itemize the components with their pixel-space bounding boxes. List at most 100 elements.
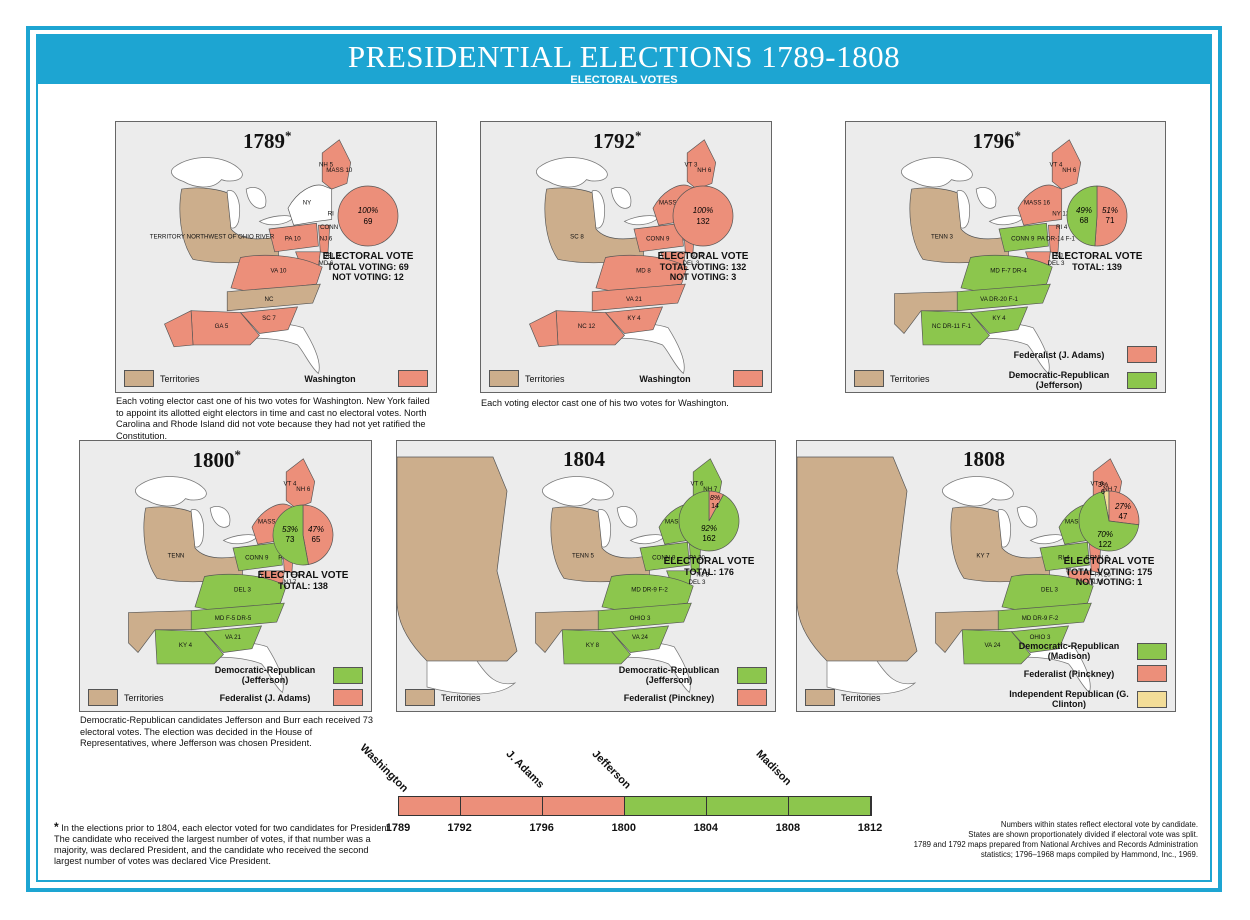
legend-row: Democratic-Republican (Jefferson)	[999, 370, 1157, 390]
footnote-right: Numbers within states reflect electoral …	[858, 820, 1198, 860]
legend-swatch	[398, 370, 428, 387]
lake-erie	[222, 534, 259, 545]
timeline-segment	[460, 797, 543, 815]
lake-huron	[209, 506, 231, 528]
pie-slice-federalist	[1094, 185, 1128, 247]
state-south-carolina	[239, 306, 299, 334]
title-banner: PRESIDENTIAL ELECTIONS 1789-1808 ELECTOR…	[36, 34, 1212, 86]
territory-south	[894, 291, 958, 335]
lake-superior	[942, 476, 1014, 507]
legend-territories: Territories	[88, 689, 164, 706]
legend-swatch-territories	[88, 689, 118, 706]
state-label: PA 10	[285, 235, 302, 242]
legend-label-territories: Territories	[525, 373, 565, 384]
state-new-england	[1051, 139, 1082, 190]
legend-label: Democratic-Republican (Jefferson)	[214, 665, 316, 685]
state-label: DEL 3	[683, 260, 700, 267]
pie-slice-jefferson	[678, 490, 740, 552]
state-label: VT 4	[1050, 161, 1063, 168]
electoral-vote-heading: ELECTORAL VOTE	[1051, 251, 1143, 262]
electoral-vote-line: NOT VOTING: 1	[1075, 577, 1143, 587]
legend-territories: Territories	[405, 689, 481, 706]
state-label: NJ 7	[284, 579, 297, 586]
lake-huron	[610, 187, 632, 209]
territory-south	[128, 610, 192, 654]
state-label: PA 20	[689, 554, 706, 561]
legend-row: Federalist (Pinckney)	[1009, 665, 1167, 682]
state-label: MD F-5 DR-5	[215, 615, 252, 622]
pie-value-jefferson: 162	[702, 534, 716, 543]
state-label: NH 5	[319, 161, 334, 168]
pie-value-left: 73	[286, 535, 295, 544]
pie-percent: 100%	[693, 206, 713, 215]
year-value: 1789	[243, 129, 285, 153]
state-label: DEL 3	[1048, 260, 1065, 267]
state-label: KY 4	[627, 315, 641, 322]
pie-value: 69	[364, 217, 373, 226]
louisiana-territory	[397, 456, 518, 662]
lake-superior	[542, 476, 614, 507]
lake-erie	[988, 215, 1025, 226]
state-pennsylvania	[268, 222, 319, 253]
pie-percent-right: 47%	[308, 525, 324, 534]
state-label: MASS 16	[659, 199, 686, 206]
state-label: OHIO 3	[1030, 634, 1051, 641]
pie-value-pinckney: 47	[1119, 512, 1128, 521]
state-label: MASS 19	[1065, 518, 1092, 525]
electoral-vote-line: TOTAL VOTING: 175	[1065, 567, 1153, 577]
legend-label-territories: Territories	[890, 373, 930, 384]
outer-frame	[26, 26, 1222, 892]
year-value: 1808	[963, 447, 1005, 471]
state-label: NH 7	[703, 486, 718, 493]
legend-row: Democratic-Republican (Jefferson)	[205, 665, 363, 685]
footnote-right-line: 1789 and 1792 maps prepared from Nationa…	[913, 840, 1198, 849]
state-new-jersey	[1048, 224, 1061, 255]
state-label: TERRITORY NORTHWEST OF OHIO RIVER	[150, 234, 275, 241]
lake-erie	[1029, 534, 1066, 545]
pie-slice-pinckney	[1108, 490, 1140, 526]
pie-percent-left: 49%	[1076, 206, 1092, 215]
pie-value-clinton: 6	[1101, 489, 1105, 496]
year-value: 1804	[563, 447, 605, 471]
timeline-year: 1808	[775, 822, 801, 834]
year-asterisk: *	[1014, 128, 1022, 143]
legend-swatch	[1137, 642, 1167, 660]
lake-huron	[245, 187, 267, 209]
pie-slice-democratic-republican	[1066, 185, 1098, 247]
state-label: TENN 5	[572, 553, 594, 560]
state-south-carolina	[203, 625, 263, 653]
page-subtitle: ELECTORAL VOTES	[570, 74, 678, 86]
legend-label: Federalist (Pinckney)	[623, 692, 715, 703]
pie-percent-madison: 70%	[1097, 530, 1113, 539]
state-label: NY	[303, 199, 312, 206]
year-value: 1792	[593, 129, 635, 153]
note-1800: Democratic-Republican candidates Jeffers…	[80, 715, 373, 748]
lake-superior	[135, 476, 207, 507]
state-new-england	[321, 139, 352, 190]
electoral-pie: 8%14 92%162	[678, 490, 740, 552]
legend-swatch	[737, 666, 767, 684]
state-south-carolina	[969, 306, 1029, 334]
legend-territories: Territories	[854, 370, 930, 387]
legend-swatch-territories	[805, 689, 835, 706]
panel-year: 1796*	[973, 128, 1022, 154]
footnote-left: * In the elections prior to 1804, each e…	[54, 821, 394, 867]
pie-percent-right: 51%	[1102, 206, 1118, 215]
state-georgia	[920, 310, 990, 346]
state-label: VT 6	[1091, 480, 1104, 487]
lake-erie	[629, 534, 666, 545]
legend-swatch	[333, 689, 363, 706]
legend-row: Federalist (Pinckney)	[609, 689, 767, 706]
year-asterisk: *	[635, 128, 642, 143]
state-north-carolina	[226, 283, 321, 312]
panel-year: 1804	[563, 447, 605, 472]
legend-row: Federalist (J. Adams)	[205, 689, 363, 706]
state-label: DEL 3	[689, 579, 706, 586]
electoral-vote-line: TOTAL VOTING: 69	[327, 262, 409, 272]
state-label: GA 5	[215, 323, 229, 330]
legend-swatch	[737, 689, 767, 706]
state-label: MD DR-9 F-2	[631, 587, 668, 594]
electoral-pie: 100% 69	[337, 185, 399, 247]
